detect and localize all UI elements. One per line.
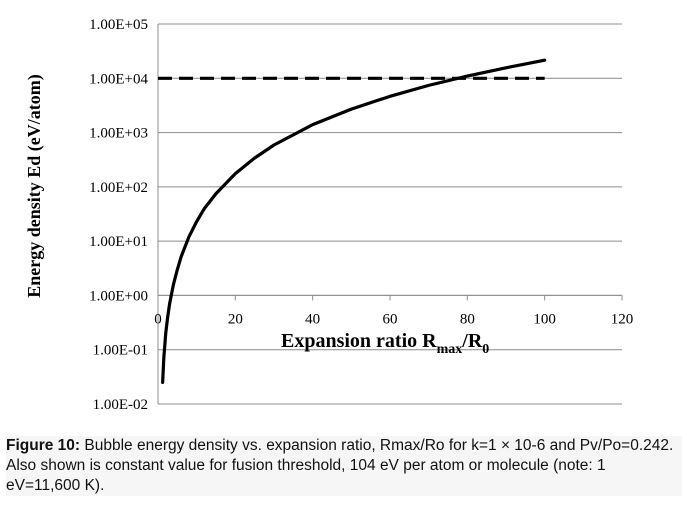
x-tick-label: 80: [460, 311, 475, 327]
y-tick-label: 1.00E+05: [89, 17, 148, 33]
series-lines: [158, 58, 547, 384]
y-tick-label: 1.00E+02: [89, 180, 148, 196]
figure-caption: Figure 10: Bubble energy density vs. exp…: [6, 436, 682, 496]
x-tick-label: 20: [228, 311, 243, 327]
y-tick-labels: 1.00E+05 1.00E+04 1.00E+03 1.00E+02 1.00E+01…: [89, 17, 148, 413]
x-tick-label: 0: [154, 311, 162, 327]
energy-density-chart: 1.00E+05 1.00E+04 1.00E+03 1.00E+02 1.00E+01…: [24, 17, 633, 413]
chart-area: 1.00E+05 1.00E+04 1.00E+03 1.00E+02 1.00E+01…: [6, 6, 678, 426]
x-tick-label: 40: [305, 311, 320, 327]
y-axis-label: Energy density Ed (eV/atom): [24, 74, 45, 298]
x-tick-labels: 0 20 40 60 80 100 120: [154, 311, 633, 327]
x-tick-label: 120: [611, 311, 634, 327]
y-tick-label: 1.00E+00: [89, 288, 148, 304]
y-tick-label: 1.00E+03: [89, 126, 148, 142]
y-tick-label: 1.00E-02: [93, 397, 148, 413]
y-tick-label: 1.00E+04: [89, 71, 148, 87]
energy-density-curve: [161, 58, 547, 384]
y-tick-label: 1.00E+01: [89, 234, 148, 250]
axes: [157, 24, 623, 404]
caption-text: Bubble energy density vs. expansion rati…: [6, 437, 674, 494]
x-tick-label: 100: [533, 311, 556, 327]
x-tick-label: 60: [383, 311, 398, 327]
caption-label: Figure 10:: [6, 437, 81, 454]
x-axis-label: Expansion ratio Rmax/R0: [281, 330, 489, 357]
y-tick-label: 1.00E-01: [93, 343, 148, 359]
